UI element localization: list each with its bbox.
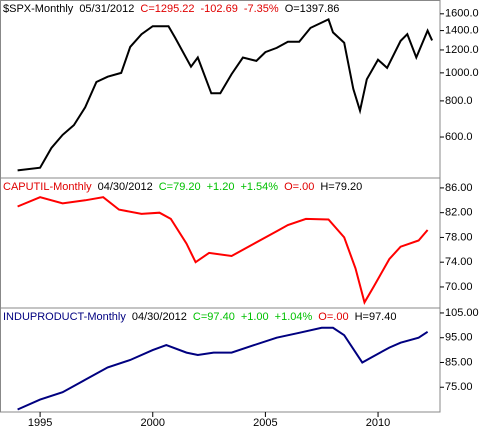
header-part: -102.69 (201, 3, 238, 15)
header-part: INDUPRODUCT-Monthly (3, 311, 126, 323)
header-part: C=79.20 (159, 181, 201, 193)
panel-header: INDUPRODUCT-Monthly 04/30/2012 C=97.40 +1.0… (3, 311, 396, 323)
header-part: C=1295.22 (140, 3, 194, 15)
header-part: H=79.20 (320, 181, 362, 193)
header-part: O=.00 (284, 181, 314, 193)
x-tick-label: 2005 (253, 417, 277, 429)
header-part: +1.54% (240, 181, 278, 193)
series-line (17, 18, 434, 172)
header-part: CAPUTIL-Monthly (3, 181, 92, 193)
plot-frame (0, 0, 441, 413)
y-tick-label: 85.00 (445, 356, 473, 368)
header-part: $SPX-Monthly (3, 3, 74, 15)
y-tick-label: 1600.0 (445, 8, 479, 20)
panel-header: CAPUTIL-Monthly 04/30/2012 C=79.20 +1.20 +1.… (3, 181, 362, 193)
y-tick-label: 78.00 (445, 231, 473, 243)
y-tick-label: 74.00 (445, 256, 473, 268)
y-tick-label: 105.00 (445, 307, 479, 319)
header-part: +1.20 (207, 181, 235, 193)
header-part: O=.00 (318, 311, 348, 323)
y-tick-label: 75.00 (445, 381, 473, 393)
y-tick-label: 82.00 (445, 207, 473, 219)
x-tick-label: 1995 (28, 417, 52, 429)
header-part: O=1397.86 (285, 3, 340, 15)
x-tick-label: 2000 (141, 417, 165, 429)
y-tick-label: 1200.0 (445, 44, 479, 56)
y-tick-label: 1000.0 (445, 67, 479, 79)
y-tick-label: 800.0 (445, 95, 473, 107)
y-tick-label: 1400.0 (445, 24, 479, 36)
y-tick-label: 600.0 (445, 131, 473, 143)
header-part: C=97.40 (193, 311, 235, 323)
series-line (17, 326, 429, 411)
panel-header: $SPX-Monthly 05/31/2012 C=1295.22 -102.69 -7… (3, 3, 339, 15)
header-part: +1.00 (241, 311, 269, 323)
header-part: 05/31/2012 (79, 3, 134, 15)
series-line (17, 196, 429, 305)
header-part: 04/30/2012 (132, 311, 187, 323)
header-part: 04/30/2012 (98, 181, 153, 193)
y-tick-label: 70.00 (445, 281, 473, 293)
header-part: +1.04% (275, 311, 313, 323)
x-tick-label: 2010 (366, 417, 390, 429)
y-tick-label: 86.00 (445, 182, 473, 194)
y-tick-label: 95.00 (445, 332, 473, 344)
header-part: -7.35% (244, 3, 279, 15)
header-part: H=97.40 (355, 311, 397, 323)
